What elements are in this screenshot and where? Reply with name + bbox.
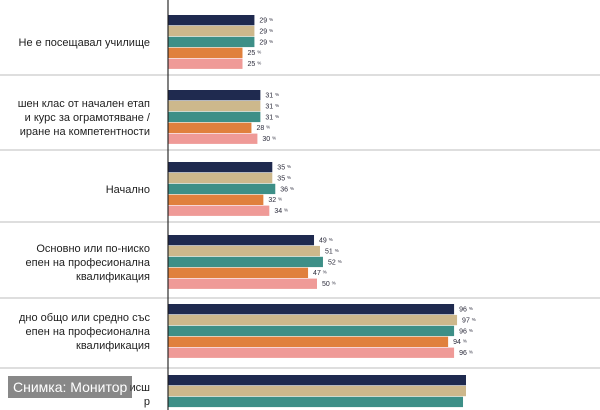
bar (168, 47, 243, 58)
category-label: Начално (106, 184, 150, 196)
value-label: 49 % (319, 237, 333, 245)
bar (168, 304, 455, 315)
bar (168, 162, 273, 173)
value-label: 97 % (462, 317, 476, 325)
bar (168, 375, 466, 386)
bar (168, 36, 255, 48)
value-label: 96 % (459, 350, 473, 358)
bar (168, 336, 449, 347)
value-label: 29 % (259, 28, 273, 36)
category-label: Не е посещавал училище (19, 37, 150, 49)
bar (168, 122, 252, 133)
value-label: 35 % (277, 175, 291, 183)
value-label: 36 % (280, 186, 294, 194)
value-label: 29 % (259, 17, 273, 25)
value-label: 52 % (328, 259, 342, 267)
category-label: Основно или по-ниско епен на професионалн… (26, 243, 151, 283)
bar (168, 235, 315, 246)
bar (168, 183, 276, 195)
bar (168, 256, 323, 268)
value-label: 94 % (453, 339, 467, 347)
value-label: 25 % (248, 50, 262, 58)
value-label: 35 % (277, 164, 291, 172)
bar (168, 278, 317, 289)
bar (168, 205, 270, 216)
bar (168, 15, 255, 26)
value-label: 31 % (265, 92, 279, 100)
value-label: 29 % (259, 39, 273, 47)
category-label: исшрвър или професионален (25, 382, 150, 410)
value-label: 47 % (313, 270, 327, 278)
bar (168, 385, 466, 397)
bar (168, 133, 258, 144)
bar (168, 90, 261, 101)
bar (168, 314, 458, 326)
bar (168, 347, 455, 358)
value-label: 25 % (248, 61, 262, 69)
category-label: дно общо или средно със епен на професион… (19, 312, 151, 352)
bar (168, 325, 455, 337)
value-label: 32 % (268, 197, 282, 205)
value-label: 50 % (322, 281, 336, 289)
category-label: шен клас от начален етап и курс за ограмо… (18, 98, 151, 138)
bar (168, 194, 264, 205)
value-label: 51 % (325, 248, 339, 256)
value-label: 34 % (274, 208, 288, 216)
value-label: 96 % (459, 306, 473, 314)
value-label: 31 % (265, 103, 279, 111)
bar (168, 58, 243, 69)
bar (168, 100, 261, 112)
bar (168, 396, 464, 408)
bar (168, 245, 320, 257)
value-label: 30 % (262, 136, 276, 144)
value-label: 28 % (256, 125, 270, 133)
bar (168, 111, 261, 123)
bar (168, 25, 255, 37)
watermark: Снимка: Монитор (8, 376, 133, 398)
bar (168, 267, 309, 278)
bar (168, 172, 273, 184)
value-label: 31 % (265, 114, 279, 122)
value-label: 96 % (459, 328, 473, 336)
